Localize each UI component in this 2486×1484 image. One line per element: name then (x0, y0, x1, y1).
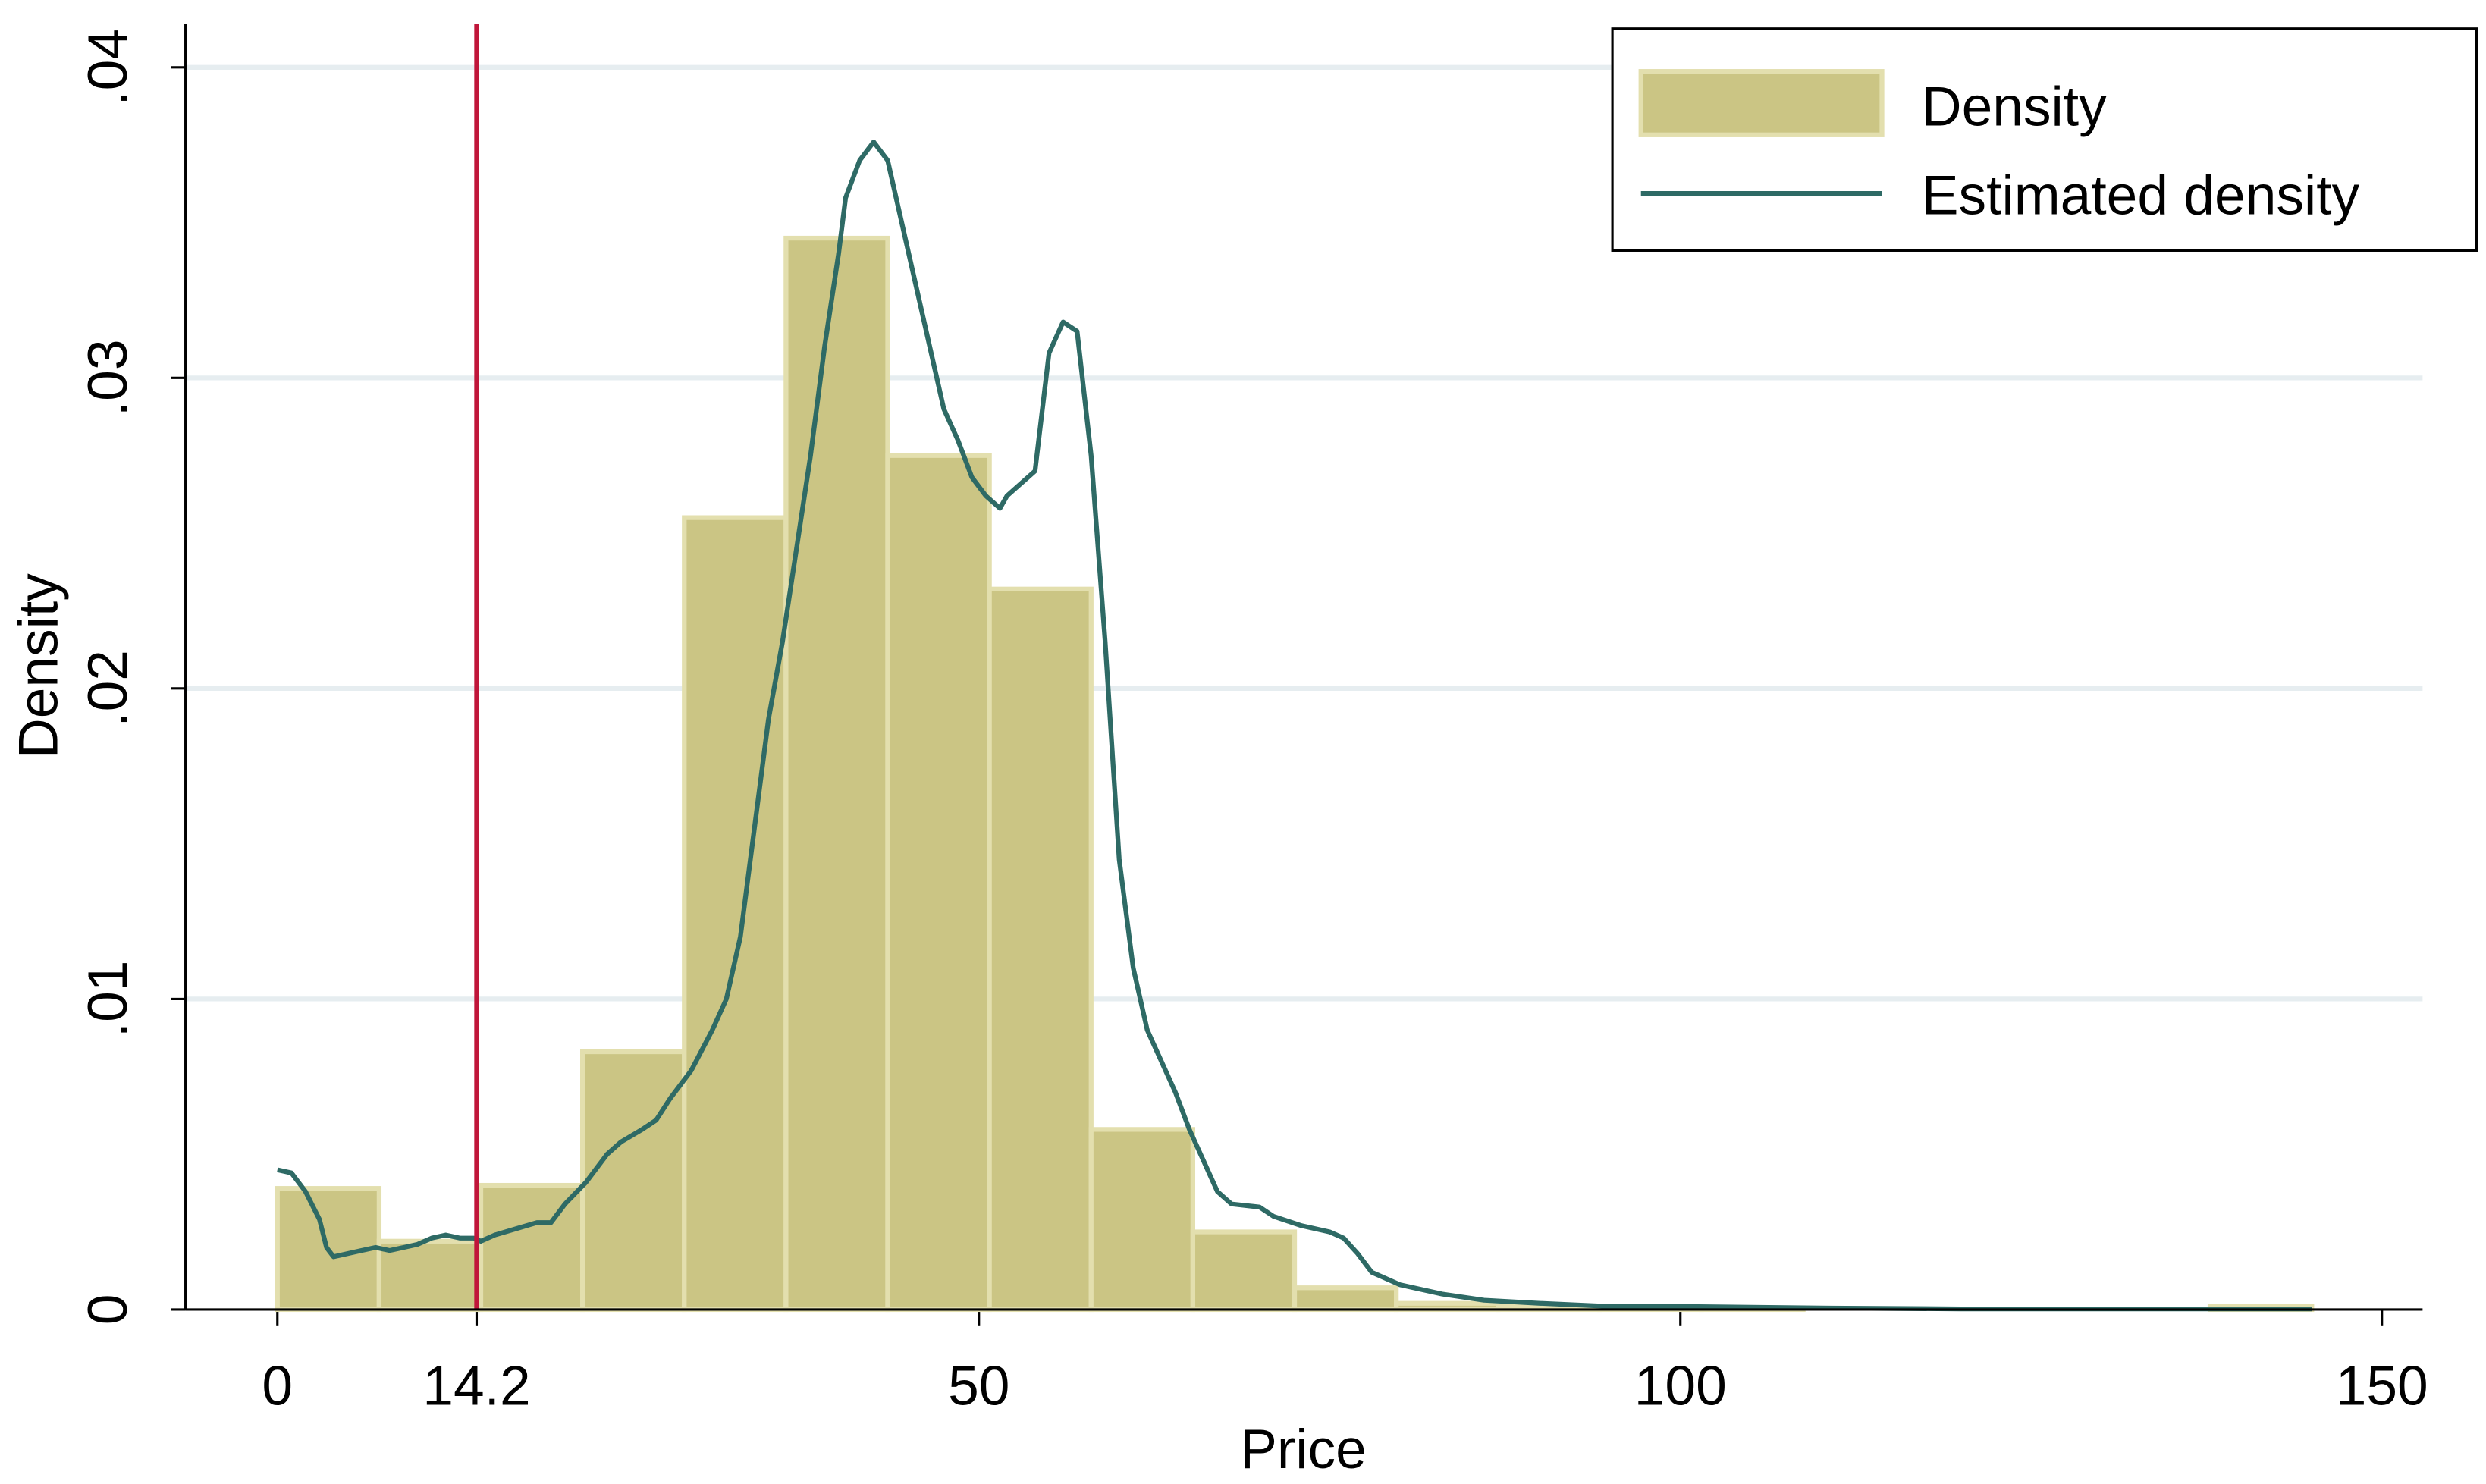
bar (1190, 1229, 1298, 1313)
legend-swatch (1638, 69, 1885, 137)
bar (987, 586, 1094, 1313)
bar (885, 453, 992, 1313)
legend: Density Estimated density (1611, 27, 2478, 252)
y-tick-label: .01 (77, 961, 139, 1038)
bar (1088, 1127, 1196, 1313)
bar (783, 235, 890, 1313)
legend-label: Density (1922, 75, 2107, 137)
x-tick-label: 150 (2336, 1354, 2428, 1417)
bar (580, 1049, 687, 1313)
bar (1292, 1285, 1399, 1313)
legend-box (1611, 27, 2478, 252)
x-tick-label: 100 (1634, 1354, 1727, 1417)
bar (682, 515, 789, 1313)
x-tick-label: 0 (262, 1354, 293, 1417)
x-tick-label: 50 (948, 1354, 1009, 1417)
y-tick-label: .02 (77, 650, 139, 727)
x-tick-label: 14.2 (422, 1354, 530, 1417)
x-axis-title: Price (1240, 1418, 1367, 1480)
y-tick-label: .04 (77, 29, 139, 106)
y-tick-label: .03 (77, 339, 139, 416)
y-tick-label: 0 (77, 1294, 139, 1326)
density-line (277, 139, 2312, 1312)
y-axis-title: Density (7, 573, 69, 758)
legend-label: Estimated density (1922, 164, 2360, 226)
